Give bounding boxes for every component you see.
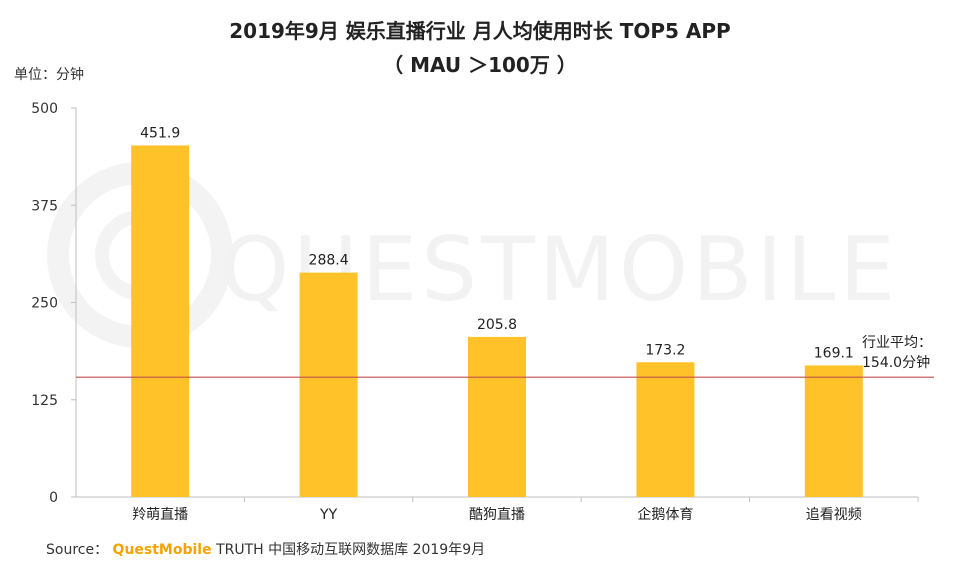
y-tick-label: 125 [31,393,58,409]
y-tick-label: 250 [31,296,58,312]
source-note: Source： QuestMobile TRUTH 中国移动互联网数据库 201… [46,539,485,559]
x-tick-label: 酷狗直播 [469,506,525,523]
bar-value-label: 288.4 [309,253,349,269]
y-tick-label: 0 [49,490,58,506]
bar [131,145,190,497]
source-rest: TRUTH 中国移动互联网数据库 2019年9月 [216,542,486,558]
source-brand: QuestMobile [112,542,212,558]
bar-value-label: 451.9 [140,125,180,141]
bar-value-label: 173.2 [645,342,685,358]
x-tick-label: 企鹅体育 [637,506,693,523]
industry-average-label-line2: 154.0分钟 [862,354,930,371]
x-tick-label: 追看视频 [806,507,862,523]
y-axis-unit-label: 单位：分钟 [14,67,84,83]
bar [636,362,695,497]
bar [804,365,863,497]
y-tick-label: 375 [31,198,58,214]
bar-value-label: 169.1 [814,345,854,361]
bar-value-label: 205.8 [477,317,517,333]
y-tick-label: 500 [31,101,58,117]
bar [299,272,358,497]
bar [468,336,526,497]
chart-title: 2019年9月 娱乐直播行业 月人均使用时长 TOP5 APP [229,19,731,43]
x-tick-label: 羚萌直播 [132,506,188,523]
x-tick-label: YY [319,507,338,523]
chart-subtitle: （ MAU ＞100万 ） [383,53,577,77]
source-prefix: Source： [46,542,109,558]
industry-average-label-line1: 行业平均： [862,335,932,351]
